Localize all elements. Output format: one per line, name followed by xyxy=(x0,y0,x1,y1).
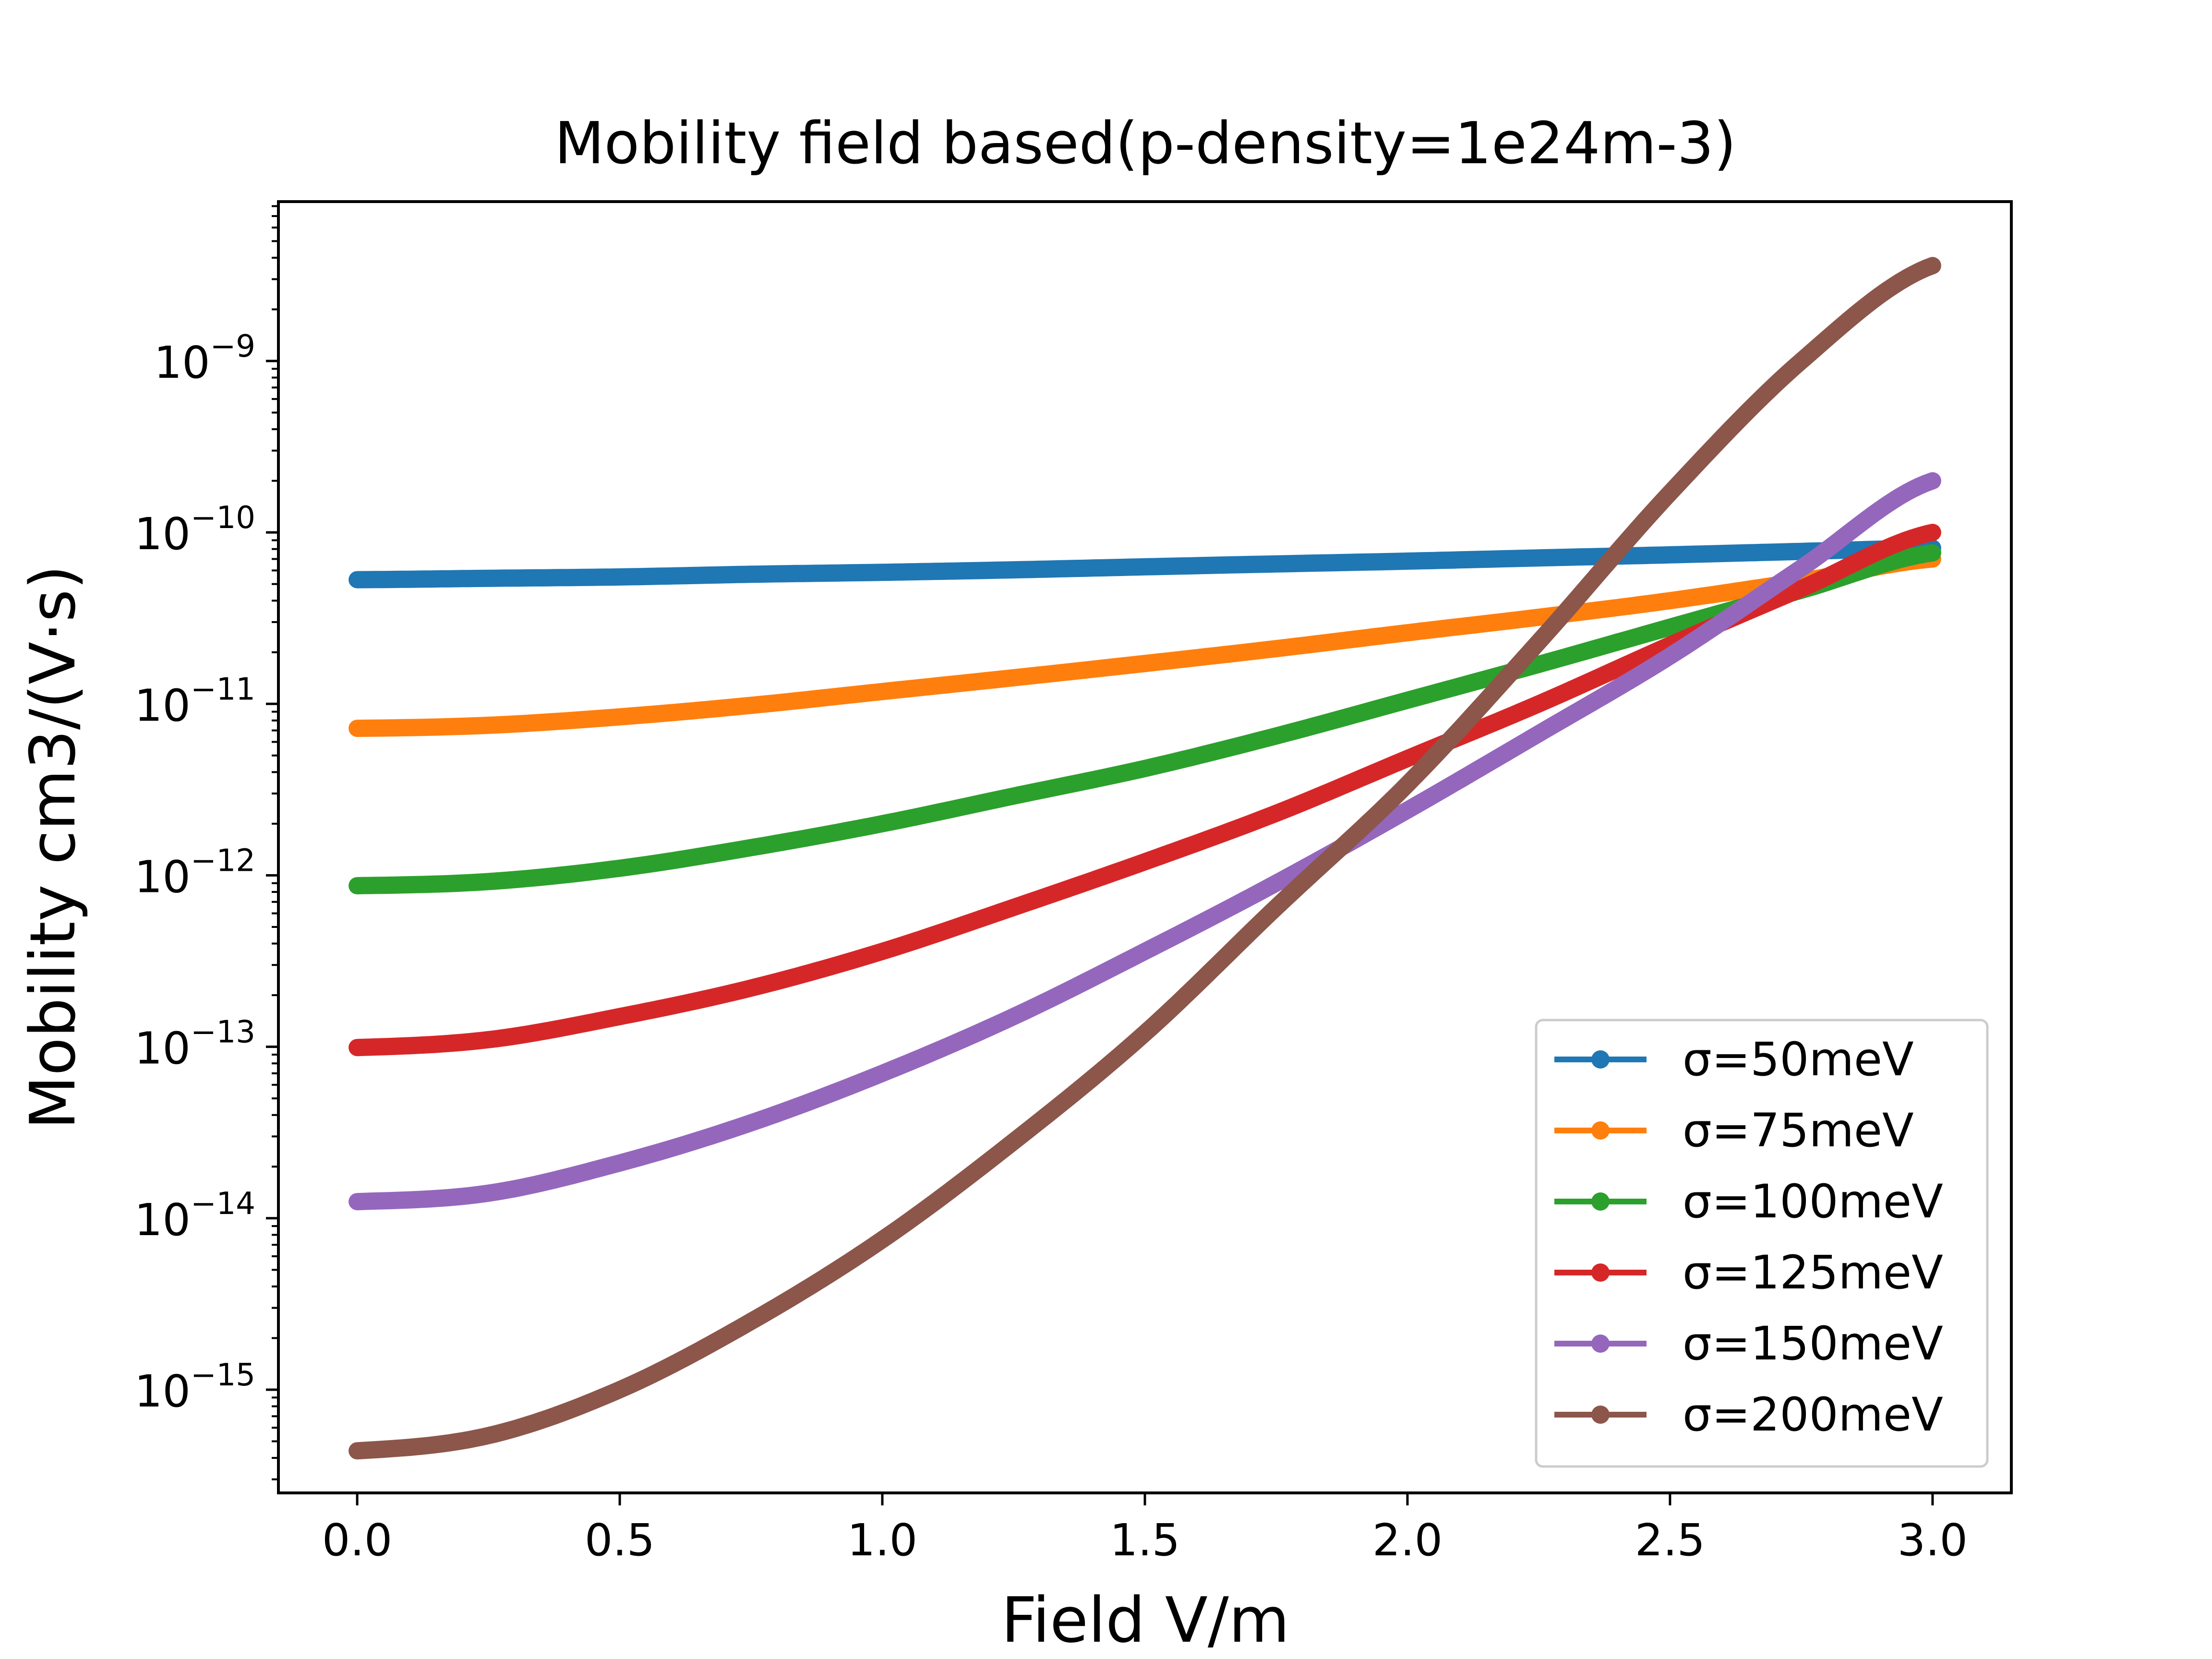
y-tick-label: 10−11 xyxy=(134,672,255,731)
y-tick-label: 10−9 xyxy=(154,329,255,388)
x-tick-label: 1.0 xyxy=(847,1515,917,1566)
legend-label: σ=150meV xyxy=(1683,1317,1943,1370)
x-axis: 0.0 0.5 1.0 1.5 2.0 2.5 3.0 xyxy=(322,1493,1968,1566)
y-axis: 10−15 10−14 10−13 10−12 10−11 10−10 10−9 xyxy=(134,205,278,1480)
legend-marker xyxy=(1591,1263,1610,1282)
legend-marker xyxy=(1591,1050,1610,1069)
legend-marker xyxy=(1591,1192,1610,1211)
x-tick-label: 3.0 xyxy=(1898,1515,1968,1566)
legend: σ=50meV σ=75meV σ=100meV σ=125meV σ=150meV σ=… xyxy=(1535,1019,1989,1468)
legend-label: σ=125meV xyxy=(1683,1246,1943,1299)
series-line-6 xyxy=(349,257,1941,1460)
y-tick-label: 10−13 xyxy=(134,1015,255,1074)
x-tick-label: 0.0 xyxy=(322,1515,392,1566)
x-tick-label: 2.5 xyxy=(1635,1515,1705,1566)
x-tick-label: 2.0 xyxy=(1372,1515,1443,1566)
series-line-3 xyxy=(349,544,1941,895)
series-line-1 xyxy=(349,539,1941,589)
x-axis-label: Field V/m xyxy=(1001,1584,1290,1657)
y-tick-label: 10−14 xyxy=(134,1186,255,1246)
series-layer xyxy=(349,257,1941,1460)
series-line-5 xyxy=(349,472,1941,1211)
y-tick-label: 10−10 xyxy=(134,500,255,560)
legend-label: σ=100meV xyxy=(1683,1175,1943,1228)
legend-marker xyxy=(1591,1334,1610,1353)
chart-title: Mobility field based(p-density=1e24m-3) xyxy=(554,110,1736,177)
x-tick-label: 0.5 xyxy=(585,1515,655,1566)
legend-label: σ=75meV xyxy=(1683,1104,1914,1157)
legend-label: σ=50meV xyxy=(1683,1033,1914,1086)
legend-label: σ=200meV xyxy=(1683,1388,1943,1442)
legend-box xyxy=(1535,1019,1989,1468)
legend-marker xyxy=(1591,1121,1610,1140)
series-line-4 xyxy=(349,524,1941,1057)
legend-marker xyxy=(1591,1406,1610,1424)
y-tick-label: 10−12 xyxy=(134,843,255,902)
y-tick-label: 10−15 xyxy=(134,1358,255,1417)
x-tick-label: 1.5 xyxy=(1110,1515,1180,1566)
series-line-2 xyxy=(349,550,1941,737)
y-axis-label: Mobility cm3/(V·s) xyxy=(16,565,89,1130)
